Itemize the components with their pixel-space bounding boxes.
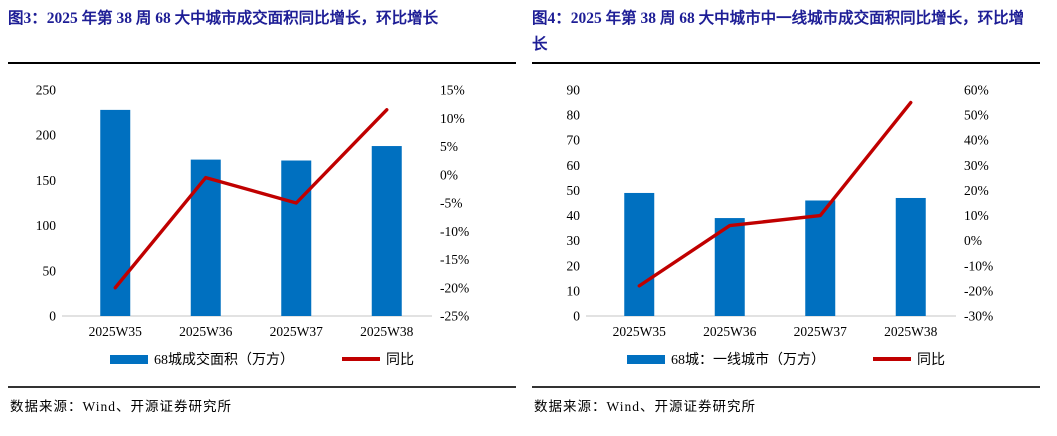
right-axis-tick-label: -25% — [440, 309, 469, 324]
x-axis-label: 2025W37 — [794, 324, 847, 339]
right-axis-tick-label: -10% — [440, 224, 469, 239]
right-axis-tick-label: 15% — [440, 83, 465, 98]
legend-item-line-series: 同比 — [342, 349, 414, 369]
x-axis-label: 2025W38 — [360, 324, 413, 339]
figure-4: 图4：2025 年第 38 周 68 大中城市中一线城市成交面积同比增长，环比增… — [532, 4, 1040, 436]
figure-4-plot: 0 10 20 30 40 50 60 70 80 90 -30% -20% -10% 0% 10% 20% 3… — [567, 83, 994, 340]
bar-series-label: 68城成交面积（万方） — [154, 353, 294, 368]
left-axis-tick-label: 0 — [49, 309, 56, 324]
right-axis-tick-label: -20% — [964, 283, 993, 298]
right-axis-tick-label: -5% — [440, 196, 463, 211]
left-axis-tick-label: 80 — [567, 108, 581, 123]
bar-2025W38 — [895, 197, 926, 316]
right-axis-tick-label: 10% — [964, 208, 989, 223]
bar-2025W37 — [805, 200, 836, 316]
figure-4-chart: 0 10 20 30 40 50 60 70 80 90 -30% -20% -10% 0% 10% 20% 3… — [532, 66, 1040, 348]
figure-3-plot: 0 50 100 150 200 250 -25% -20% -15% -10% -5% 0% 5% 10… — [36, 83, 470, 340]
x-axis-label: 2025W36 — [179, 324, 232, 339]
right-axis-tick-label: 0% — [440, 167, 458, 182]
bar-series-swatch — [110, 354, 148, 364]
figure-3-title: 图3：2025 年第 38 周 68 大中城市成交面积同比增长，环比增长 — [8, 4, 516, 64]
line-series-label: 同比 — [917, 353, 945, 368]
legend-item-bar-series: 68城成交面积（万方） — [110, 349, 294, 369]
left-axis-tick-label: 150 — [36, 173, 57, 188]
left-axis-tick-label: 60 — [567, 158, 581, 173]
figure-3: 图3：2025 年第 38 周 68 大中城市成交面积同比增长，环比增长 0 50… — [8, 4, 516, 436]
right-axis-tick-label: -30% — [964, 309, 993, 324]
bar-2025W35 — [100, 109, 131, 316]
left-axis-tick-label: 100 — [36, 218, 57, 233]
right-axis-tick-label: -20% — [440, 280, 469, 295]
right-axis-tick-label: 20% — [964, 183, 989, 198]
left-axis-tick-label: 10 — [567, 283, 581, 298]
x-axis-label: 2025W36 — [703, 324, 756, 339]
line-series-swatch — [342, 357, 380, 361]
right-axis-tick-label: 50% — [964, 108, 989, 123]
left-axis-tick-label: 50 — [43, 263, 57, 278]
legend-item-line-series: 同比 — [873, 349, 945, 369]
bar-series-swatch — [627, 354, 665, 364]
right-axis-tick-label: 60% — [964, 83, 989, 98]
bar-series-label: 68城：一线城市（万方） — [671, 353, 825, 368]
right-axis-tick-label: 40% — [964, 133, 989, 148]
left-axis-tick-label: 50 — [567, 183, 581, 198]
right-axis-tick-label: 0% — [964, 233, 982, 248]
figure-3-chart: 0 50 100 150 200 250 -25% -20% -15% -10% -5% 0% 5% 10… — [8, 66, 516, 348]
figure-3-source: 数据来源：Wind、开源证券研究所 — [8, 386, 516, 415]
left-axis-tick-label: 20 — [567, 258, 581, 273]
right-axis-tick-label: -15% — [440, 252, 469, 267]
bar-2025W36 — [714, 218, 745, 316]
left-axis-tick-label: 70 — [567, 133, 581, 148]
line-series-label: 同比 — [386, 353, 414, 368]
left-axis-tick-label: 250 — [36, 83, 57, 98]
x-axis-label: 2025W35 — [89, 324, 142, 339]
bar-2025W36 — [190, 159, 221, 316]
bar-2025W38 — [371, 146, 402, 316]
right-axis-tick-label: 10% — [440, 111, 465, 126]
left-axis-tick-label: 30 — [567, 233, 581, 248]
x-axis-label: 2025W38 — [884, 324, 937, 339]
x-axis-label: 2025W37 — [270, 324, 323, 339]
left-axis-tick-label: 90 — [567, 83, 581, 98]
right-axis-tick-label: -10% — [964, 258, 993, 273]
figure-4-source: 数据来源：Wind、开源证券研究所 — [532, 386, 1040, 415]
left-axis-tick-label: 0 — [573, 309, 580, 324]
left-axis-tick-label: 40 — [567, 208, 581, 223]
right-axis-tick-label: 30% — [964, 158, 989, 173]
yoy-trend-line — [113, 108, 389, 290]
left-axis-tick-label: 200 — [36, 128, 57, 143]
figure-4-legend: 68城：一线城市（万方） 同比 — [532, 348, 1040, 370]
figure-3-legend: 68城成交面积（万方） 同比 — [8, 348, 516, 370]
bar-2025W35 — [624, 192, 655, 316]
yoy-trend-line — [637, 100, 913, 288]
figure-4-title: 图4：2025 年第 38 周 68 大中城市中一线城市成交面积同比增长，环比增… — [532, 4, 1040, 64]
x-axis-label: 2025W35 — [613, 324, 666, 339]
line-series-swatch — [873, 357, 911, 361]
legend-item-bar-series: 68城：一线城市（万方） — [627, 349, 825, 369]
bar-2025W37 — [281, 160, 312, 316]
right-axis-tick-label: 5% — [440, 139, 458, 154]
